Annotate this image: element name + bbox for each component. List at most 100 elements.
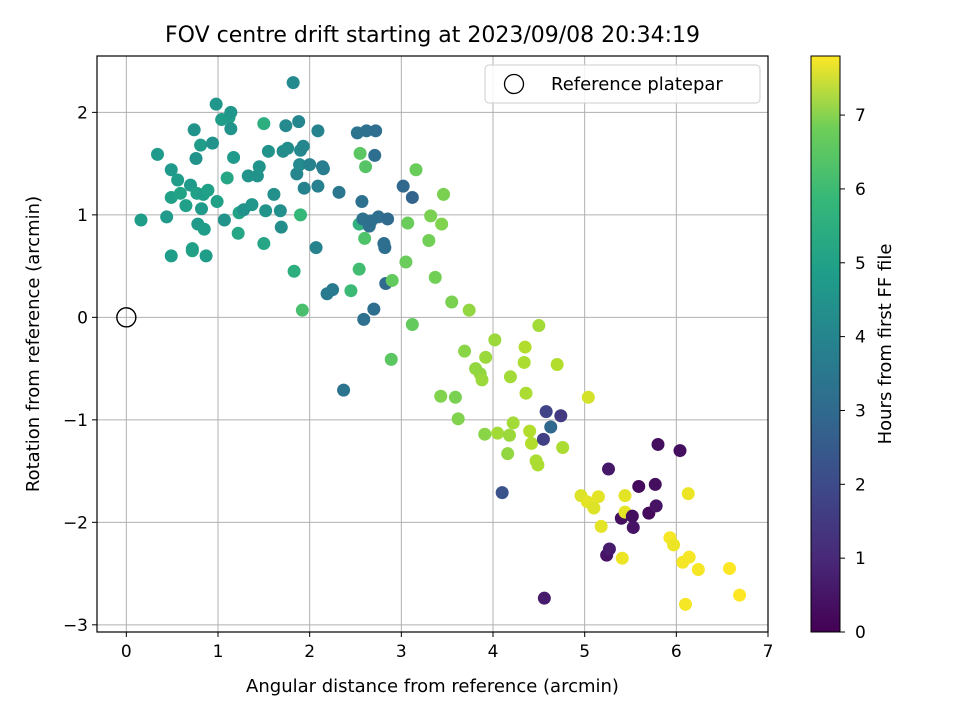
x-axis-label: Angular distance from reference (arcmin) bbox=[246, 676, 619, 697]
data-point bbox=[437, 187, 450, 201]
colorbar-gradient bbox=[810, 55, 841, 633]
data-point bbox=[201, 183, 215, 197]
data-point bbox=[352, 262, 366, 276]
data-point bbox=[723, 561, 736, 575]
data-point bbox=[448, 390, 462, 404]
data-point bbox=[187, 123, 201, 137]
data-point bbox=[506, 416, 520, 430]
data-point bbox=[495, 486, 509, 500]
data-point bbox=[651, 437, 665, 451]
data-point bbox=[368, 148, 382, 162]
data-point bbox=[337, 383, 351, 397]
data-point bbox=[378, 241, 392, 255]
axis-ticks: 0 1 2 3 4 5 6 7 −3 −2 −1 0 1 2 bbox=[63, 103, 773, 662]
data-point bbox=[615, 551, 629, 565]
colorbar-tick-label: 1 bbox=[855, 549, 866, 569]
y-tick-label: 1 bbox=[77, 206, 88, 226]
data-point bbox=[303, 158, 317, 172]
y-tick-label: 0 bbox=[77, 308, 88, 328]
colorbar-tick-label: 5 bbox=[855, 254, 866, 274]
data-point bbox=[517, 355, 531, 369]
data-point bbox=[252, 160, 266, 174]
data-point bbox=[385, 273, 399, 287]
data-point bbox=[478, 427, 492, 441]
data-point bbox=[399, 255, 413, 269]
x-tick-label: 4 bbox=[488, 642, 499, 662]
data-point bbox=[435, 217, 449, 231]
data-point bbox=[501, 447, 515, 461]
data-point bbox=[197, 222, 211, 236]
data-point bbox=[274, 220, 288, 234]
data-point bbox=[185, 242, 199, 256]
x-tick-label: 2 bbox=[304, 642, 315, 662]
data-point bbox=[587, 501, 601, 515]
data-point bbox=[199, 249, 213, 263]
data-point bbox=[458, 344, 472, 358]
data-points bbox=[134, 76, 747, 611]
x-tick-label: 5 bbox=[579, 642, 590, 662]
data-point bbox=[532, 319, 546, 333]
chart-title: FOV centre drift starting at 2023/09/08 … bbox=[165, 23, 700, 48]
data-point bbox=[357, 312, 371, 326]
data-point bbox=[691, 562, 705, 576]
y-tick-label: 2 bbox=[77, 103, 88, 123]
data-point bbox=[602, 542, 616, 556]
data-point bbox=[503, 370, 517, 384]
data-point bbox=[164, 163, 178, 177]
data-point bbox=[224, 122, 238, 136]
colorbar-tick-label: 6 bbox=[855, 180, 866, 200]
data-point bbox=[231, 226, 245, 240]
data-point bbox=[531, 458, 545, 472]
data-point bbox=[479, 350, 493, 364]
reference-layer bbox=[116, 307, 137, 328]
data-point bbox=[227, 150, 241, 164]
data-point bbox=[682, 550, 696, 564]
y-tick-label: −1 bbox=[63, 411, 88, 431]
colorbar-tick-label: 3 bbox=[855, 401, 866, 421]
data-point bbox=[297, 181, 311, 195]
data-point bbox=[445, 295, 459, 309]
data-point bbox=[355, 195, 369, 209]
colorbar-tick-label: 2 bbox=[855, 475, 866, 495]
legend-box bbox=[484, 64, 761, 104]
data-point bbox=[556, 441, 570, 455]
data-point bbox=[209, 97, 223, 111]
plot-frame bbox=[96, 55, 769, 633]
x-tick-label: 3 bbox=[396, 642, 407, 662]
data-point bbox=[257, 117, 271, 131]
data-point bbox=[424, 209, 438, 223]
data-point bbox=[475, 373, 489, 387]
data-point bbox=[151, 147, 164, 161]
data-point bbox=[279, 119, 293, 133]
data-point bbox=[618, 489, 632, 503]
data-point bbox=[667, 538, 681, 552]
x-tick-label: 7 bbox=[763, 642, 774, 662]
data-point bbox=[733, 588, 747, 602]
data-point bbox=[311, 124, 325, 138]
data-point bbox=[359, 160, 373, 174]
colorbar-tick-label: 7 bbox=[855, 106, 866, 126]
data-point bbox=[679, 597, 692, 611]
data-point bbox=[681, 487, 695, 501]
data-point bbox=[261, 144, 275, 158]
y-tick-label: −3 bbox=[63, 616, 88, 636]
data-point bbox=[194, 138, 208, 152]
data-point bbox=[326, 283, 340, 297]
colorbar-tick-label: 0 bbox=[855, 623, 866, 643]
data-point bbox=[491, 426, 505, 440]
data-point bbox=[245, 198, 259, 212]
data-point bbox=[358, 231, 372, 245]
data-point bbox=[160, 210, 174, 224]
data-point bbox=[267, 187, 281, 201]
data-point bbox=[241, 169, 255, 183]
data-point bbox=[224, 105, 238, 119]
data-point bbox=[293, 158, 307, 172]
data-point bbox=[295, 303, 309, 317]
data-point bbox=[294, 208, 307, 222]
reference-marker-icon bbox=[116, 307, 137, 328]
data-point bbox=[189, 151, 203, 165]
data-point bbox=[536, 432, 550, 446]
data-point bbox=[401, 216, 415, 230]
data-point bbox=[649, 499, 663, 513]
